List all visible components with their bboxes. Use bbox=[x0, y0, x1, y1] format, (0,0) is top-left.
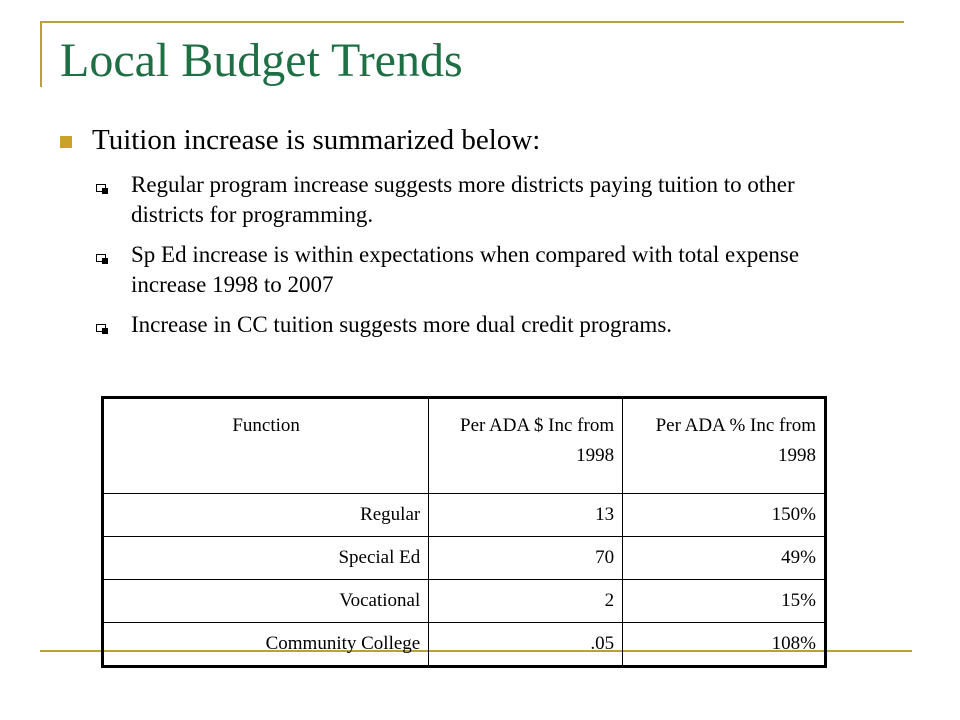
tuition-table: Function Per ADA $ Inc from 1998 Per ADA… bbox=[101, 396, 827, 668]
cell-percent-inc: 49% bbox=[622, 536, 826, 580]
cell-percent-inc: 15% bbox=[622, 579, 826, 623]
hollow-square-bullet-icon bbox=[96, 184, 108, 194]
sub-bullet-list: Regular program increase suggests more d… bbox=[96, 170, 836, 349]
cell-dollar-inc: 70 bbox=[428, 536, 624, 580]
header-percent-inc: Per ADA % Inc from 1998 bbox=[622, 397, 826, 494]
frame-top-line bbox=[40, 21, 904, 23]
main-bullet: Tuition increase is summarized below: bbox=[60, 122, 880, 160]
cell-function: Community College bbox=[101, 622, 430, 667]
sub-bullet-item: Sp Ed increase is within expectations wh… bbox=[96, 240, 836, 300]
sub-bullet-item: Regular program increase suggests more d… bbox=[96, 170, 836, 230]
frame-left-line bbox=[40, 21, 42, 87]
table-row: Regular 13 150% bbox=[101, 493, 826, 537]
sub-bullet-text: Increase in CC tuition suggests more dua… bbox=[131, 311, 673, 337]
header-function: Function bbox=[101, 397, 430, 494]
sub-bullet-text: Regular program increase suggests more d… bbox=[131, 172, 795, 227]
cell-percent-inc: 108% bbox=[622, 622, 826, 667]
sub-bullet-item: Increase in CC tuition suggests more dua… bbox=[96, 310, 836, 340]
slide-title: Local Budget Trends bbox=[60, 34, 463, 87]
table-row: Community College .05 108% bbox=[101, 622, 826, 667]
square-bullet-icon bbox=[60, 136, 72, 148]
table-row: Vocational 2 15% bbox=[101, 579, 826, 623]
cell-dollar-inc: .05 bbox=[428, 622, 624, 667]
sub-bullet-text: Sp Ed increase is within expectations wh… bbox=[131, 241, 800, 297]
header-dollar-inc: Per ADA $ Inc from 1998 bbox=[428, 397, 624, 494]
hollow-square-bullet-icon bbox=[96, 323, 108, 334]
cell-function: Vocational bbox=[101, 579, 430, 623]
hollow-square-bullet-icon bbox=[96, 253, 108, 264]
cell-function: Regular bbox=[101, 493, 430, 537]
cell-function: Special Ed bbox=[101, 536, 430, 580]
cell-dollar-inc: 13 bbox=[428, 493, 624, 537]
table-row: Special Ed 70 49% bbox=[101, 536, 826, 580]
cell-percent-inc: 150% bbox=[622, 493, 826, 537]
main-bullet-text: Tuition increase is summarized below: bbox=[92, 124, 541, 156]
table-header-row: Function Per ADA $ Inc from 1998 Per ADA… bbox=[101, 397, 826, 494]
cell-dollar-inc: 2 bbox=[428, 579, 624, 623]
